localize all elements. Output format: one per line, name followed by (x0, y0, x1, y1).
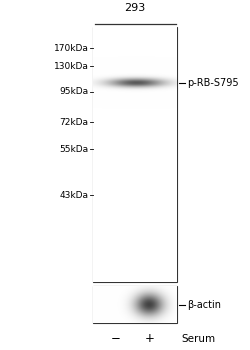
Text: 170kDa: 170kDa (53, 44, 88, 53)
Text: 95kDa: 95kDa (59, 87, 88, 96)
Text: +: + (144, 332, 154, 345)
Bar (93, 27, 176, 282)
Text: Serum: Serum (180, 334, 214, 344)
Text: β-actin: β-actin (186, 300, 220, 310)
Bar (93, 286, 176, 323)
Text: p-RB-S795: p-RB-S795 (186, 78, 238, 88)
Text: 293: 293 (124, 3, 145, 13)
Text: 43kDa: 43kDa (59, 191, 88, 199)
Text: −: − (110, 332, 120, 345)
Text: 55kDa: 55kDa (59, 145, 88, 154)
Text: 72kDa: 72kDa (59, 118, 88, 127)
Text: 130kDa: 130kDa (53, 62, 88, 71)
